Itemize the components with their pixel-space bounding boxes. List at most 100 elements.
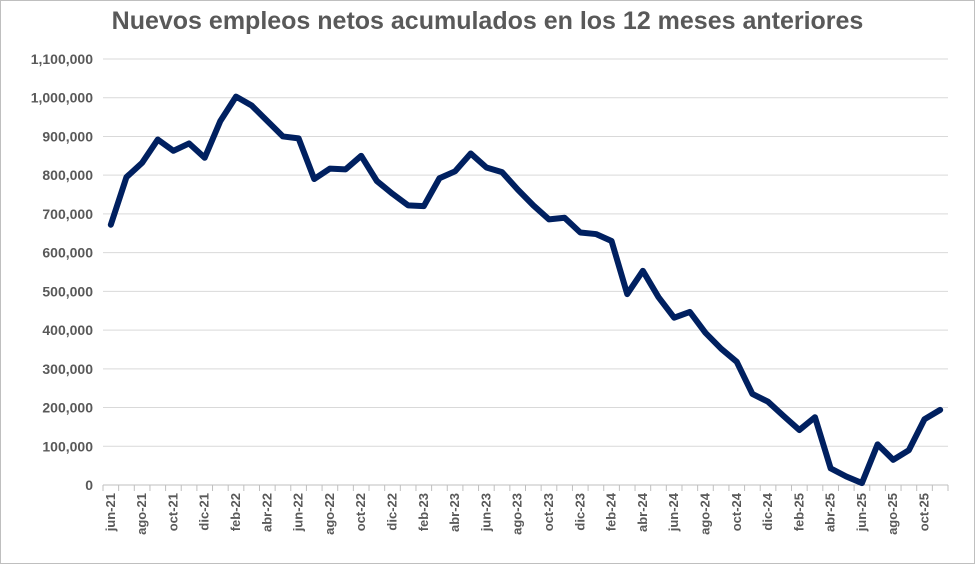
data-point	[687, 309, 693, 315]
x-tick-label: oct-25	[917, 493, 932, 531]
data-point	[264, 118, 270, 124]
data-point	[890, 457, 896, 463]
data-point	[468, 150, 474, 156]
y-tick-label: 500,000	[42, 283, 93, 299]
y-tick-label: 700,000	[42, 206, 93, 222]
data-point	[389, 191, 395, 197]
x-tick-label: abr-23	[447, 493, 462, 532]
data-point	[374, 178, 380, 184]
x-tick-label: ago-21	[134, 493, 149, 535]
data-point	[311, 176, 317, 182]
y-tick-label: 800,000	[42, 167, 93, 183]
x-tick-label: jun-24	[666, 492, 681, 532]
x-tick-label: feb-23	[416, 493, 431, 531]
data-point	[562, 215, 568, 221]
series-layer	[107, 93, 944, 487]
x-tick-label: dic-24	[760, 492, 775, 530]
data-point	[515, 187, 521, 193]
data-point	[718, 346, 724, 352]
x-tick-label: feb-25	[791, 493, 806, 531]
data-point	[436, 175, 442, 181]
y-tick-label: 1,100,000	[31, 51, 93, 67]
x-tick-label: jun-21	[103, 493, 118, 532]
x-tick-label: abr-25	[823, 493, 838, 532]
x-tick-label: feb-22	[228, 493, 243, 531]
data-point	[656, 294, 662, 300]
data-point	[765, 399, 771, 405]
x-tick-label: oct-24	[729, 492, 744, 531]
series-line	[107, 93, 944, 487]
data-point	[796, 427, 802, 433]
y-tick-label: 900,000	[42, 128, 93, 144]
x-tick-label: dic-23	[572, 493, 587, 531]
data-point	[233, 94, 239, 100]
data-point	[358, 153, 364, 159]
data-point	[202, 155, 208, 161]
x-axis: jun-21 ago-21 oct-21 dic-21 feb-22 abr-22 jun-…	[102, 484, 949, 535]
data-point	[828, 465, 834, 471]
x-tick-label: ago-23	[510, 493, 525, 535]
data-point	[249, 102, 255, 108]
x-tick-label: ago-25	[885, 493, 900, 535]
data-point	[640, 268, 646, 274]
y-tick-label: 200,000	[42, 400, 93, 416]
data-point	[139, 160, 145, 166]
data-point	[702, 330, 708, 336]
data-point	[155, 137, 161, 143]
x-tick-label: ago-24	[697, 492, 712, 535]
data-point	[327, 166, 333, 172]
data-point	[577, 229, 583, 235]
y-tick-label: 400,000	[42, 322, 93, 338]
data-point	[452, 168, 458, 174]
data-point	[343, 166, 349, 172]
data-point	[593, 231, 599, 237]
y-tick-label: 300,000	[42, 361, 93, 377]
data-point	[186, 140, 192, 146]
data-point	[296, 135, 302, 141]
data-point	[734, 359, 740, 365]
data-point	[906, 447, 912, 453]
x-tick-label: feb-24	[604, 492, 619, 531]
x-tick-label: jun-23	[478, 493, 493, 532]
data-point	[875, 441, 881, 447]
x-tick-label: ago-22	[322, 493, 337, 535]
data-point	[781, 413, 787, 419]
data-point	[812, 414, 818, 420]
x-tick-label: oct-23	[541, 493, 556, 531]
data-point	[937, 407, 943, 413]
data-point	[624, 291, 630, 297]
x-tick-label: jun-22	[291, 493, 306, 532]
y-tick-label: 100,000	[42, 438, 93, 454]
data-point	[499, 169, 505, 175]
data-point	[170, 148, 176, 154]
gridlines	[103, 58, 948, 447]
x-tick-label: oct-22	[353, 493, 368, 531]
y-tick-label: 1,000,000	[31, 90, 93, 106]
x-tick-label: abr-24	[635, 492, 650, 532]
data-point	[421, 203, 427, 209]
y-axis-ticks: 0 100,000 200,000 300,000 400,000 500,000 600,…	[31, 51, 94, 493]
data-point	[546, 216, 552, 222]
y-tick-label: 600,000	[42, 245, 93, 261]
data-point	[405, 202, 411, 208]
data-point	[217, 118, 223, 124]
y-tick-label: 0	[85, 477, 93, 493]
data-point	[749, 391, 755, 397]
data-point	[280, 133, 286, 139]
x-tick-label: dic-22	[384, 493, 399, 531]
data-point	[483, 164, 489, 170]
data-point	[530, 202, 536, 208]
data-point	[108, 222, 114, 228]
data-point	[671, 315, 677, 321]
data-point	[843, 473, 849, 479]
x-tick-label: dic-21	[197, 493, 212, 531]
x-tick-label: oct-21	[165, 493, 180, 531]
x-tick-label: jun-25	[854, 493, 869, 532]
data-point	[922, 416, 928, 422]
data-point	[859, 480, 865, 486]
chart-title: Nuevos empleos netos acumulados en los 1…	[111, 7, 864, 35]
x-tick-label: abr-22	[259, 493, 274, 532]
data-point	[609, 238, 615, 244]
